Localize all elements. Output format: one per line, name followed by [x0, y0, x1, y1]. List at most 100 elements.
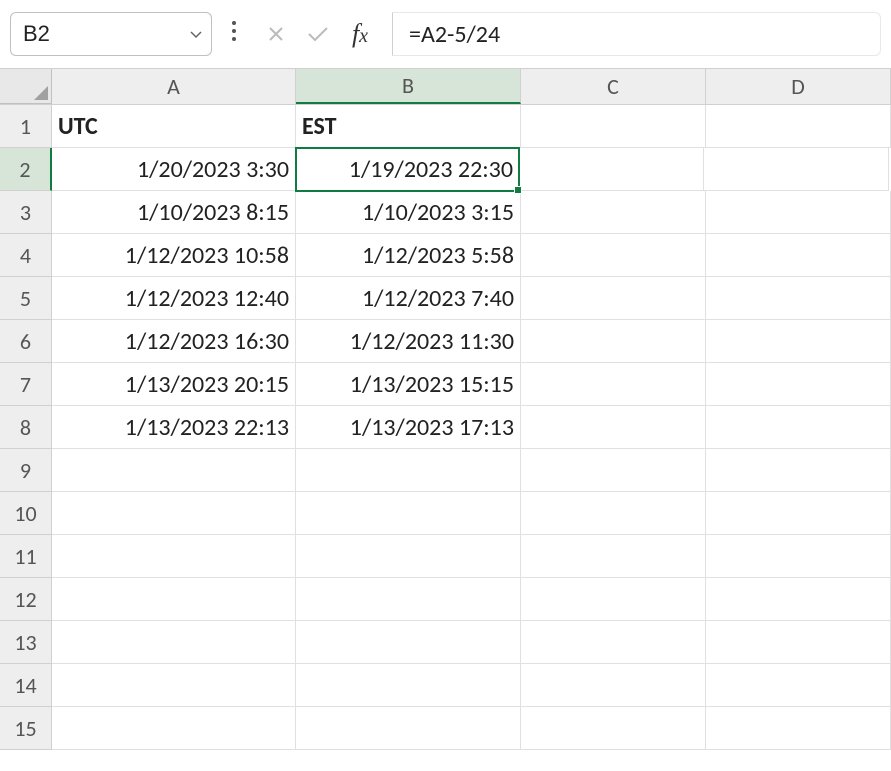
cell-B5[interactable]: 1/12/2023 7:40 [296, 277, 521, 320]
cell-A10[interactable] [52, 492, 296, 535]
name-box-input[interactable] [11, 13, 181, 55]
insert-function-button[interactable]: fx [346, 20, 374, 48]
cell-B14[interactable] [296, 664, 521, 707]
cell-B1[interactable]: EST [296, 105, 521, 148]
row-header-11[interactable]: 11 [0, 535, 52, 578]
cancel-button[interactable] [262, 20, 290, 48]
cell-C3[interactable] [521, 191, 706, 234]
column-header-B[interactable]: B [296, 69, 521, 104]
cell-C14[interactable] [521, 664, 706, 707]
row-header-4[interactable]: 4 [0, 234, 52, 277]
formula-bar-options[interactable] [224, 18, 244, 50]
row-header-12[interactable]: 12 [0, 578, 52, 621]
cell-C12[interactable] [521, 578, 706, 621]
cell-A3[interactable]: 1/10/2023 8:15 [52, 191, 296, 234]
cell-A5[interactable]: 1/12/2023 12:40 [52, 277, 296, 320]
cell-A7[interactable]: 1/13/2023 20:15 [52, 363, 296, 406]
row-8: 81/13/2023 22:131/13/2023 17:13 [0, 406, 891, 449]
cell-D3[interactable] [706, 191, 891, 234]
cell-C5[interactable] [521, 277, 706, 320]
row-header-3[interactable]: 3 [0, 191, 52, 234]
row-header-7[interactable]: 7 [0, 363, 52, 406]
cell-C9[interactable] [521, 449, 706, 492]
cell-A9[interactable] [52, 449, 296, 492]
cell-B9[interactable] [296, 449, 521, 492]
cell-C8[interactable] [521, 406, 706, 449]
cell-D8[interactable] [706, 406, 891, 449]
cell-C11[interactable] [521, 535, 706, 578]
cell-C6[interactable] [521, 320, 706, 363]
row-10: 10 [0, 492, 891, 535]
spreadsheet-app: fx =A2-5/24 ABCD 1UTCEST21/20/2023 3:301… [0, 0, 891, 771]
cell-A1[interactable]: UTC [52, 105, 296, 148]
cell-A4[interactable]: 1/12/2023 10:58 [52, 234, 296, 277]
row-header-1[interactable]: 1 [0, 105, 52, 148]
cell-B15[interactable] [296, 707, 521, 750]
cell-D9[interactable] [706, 449, 891, 492]
cell-B4[interactable]: 1/12/2023 5:58 [296, 234, 521, 277]
cell-C1[interactable] [521, 105, 706, 148]
cell-D12[interactable] [706, 578, 891, 621]
cell-A2[interactable]: 1/20/2023 3:30 [52, 148, 296, 191]
cell-B6[interactable]: 1/12/2023 11:30 [296, 320, 521, 363]
cell-B10[interactable] [296, 492, 521, 535]
row-header-10[interactable]: 10 [0, 492, 52, 535]
row-6: 61/12/2023 16:301/12/2023 11:30 [0, 320, 891, 363]
check-icon [306, 24, 330, 44]
row-header-8[interactable]: 8 [0, 406, 52, 449]
cell-D5[interactable] [706, 277, 891, 320]
cell-B3[interactable]: 1/10/2023 3:15 [296, 191, 521, 234]
cell-A15[interactable] [52, 707, 296, 750]
cell-D6[interactable] [706, 320, 891, 363]
row-header-14[interactable]: 14 [0, 664, 52, 707]
cell-B11[interactable] [296, 535, 521, 578]
cell-A12[interactable] [52, 578, 296, 621]
cell-C13[interactable] [521, 621, 706, 664]
column-header-A[interactable]: A [52, 69, 296, 104]
row-9: 9 [0, 449, 891, 492]
cell-A11[interactable] [52, 535, 296, 578]
cell-B12[interactable] [296, 578, 521, 621]
column-header-C[interactable]: C [521, 69, 706, 104]
row-13: 13 [0, 621, 891, 664]
cell-D4[interactable] [706, 234, 891, 277]
cell-C7[interactable] [521, 363, 706, 406]
row-header-6[interactable]: 6 [0, 320, 52, 363]
fx-icon: fx [352, 19, 368, 49]
chevron-down-icon [188, 26, 204, 42]
fill-handle[interactable] [514, 186, 522, 194]
cell-A8[interactable]: 1/13/2023 22:13 [52, 406, 296, 449]
cell-D14[interactable] [706, 664, 891, 707]
row-15: 15 [0, 707, 891, 750]
cell-D11[interactable] [706, 535, 891, 578]
column-header-D[interactable]: D [706, 69, 891, 104]
row-header-5[interactable]: 5 [0, 277, 52, 320]
column-headers: ABCD [0, 69, 891, 105]
formula-input[interactable]: =A2-5/24 [392, 12, 881, 56]
row-header-9[interactable]: 9 [0, 449, 52, 492]
cell-B8[interactable]: 1/13/2023 17:13 [296, 406, 521, 449]
cell-C10[interactable] [521, 492, 706, 535]
select-all-corner[interactable] [0, 69, 52, 104]
enter-button[interactable] [304, 20, 332, 48]
cell-A6[interactable]: 1/12/2023 16:30 [52, 320, 296, 363]
row-header-15[interactable]: 15 [0, 707, 52, 750]
cell-B7[interactable]: 1/13/2023 15:15 [296, 363, 521, 406]
cell-A14[interactable] [52, 664, 296, 707]
cell-C15[interactable] [521, 707, 706, 750]
cell-B2[interactable]: 1/19/2023 22:30 [295, 147, 520, 192]
cell-D13[interactable] [706, 621, 891, 664]
cell-B13[interactable] [296, 621, 521, 664]
row-header-13[interactable]: 13 [0, 621, 52, 664]
cell-A13[interactable] [52, 621, 296, 664]
cell-D15[interactable] [706, 707, 891, 750]
cell-D2[interactable] [704, 148, 889, 191]
cell-D1[interactable] [706, 105, 891, 148]
cell-C2[interactable] [519, 148, 704, 191]
row-header-2[interactable]: 2 [0, 148, 52, 191]
formula-bar-buttons: fx [256, 20, 380, 48]
name-box-dropdown[interactable] [181, 13, 211, 55]
cell-C4[interactable] [521, 234, 706, 277]
cell-D7[interactable] [706, 363, 891, 406]
cell-D10[interactable] [706, 492, 891, 535]
